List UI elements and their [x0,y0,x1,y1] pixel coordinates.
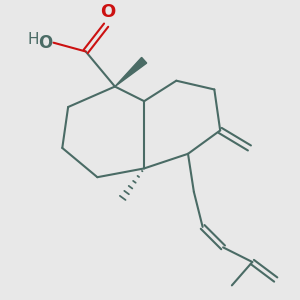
Text: O: O [38,34,52,52]
Text: H: H [27,32,39,47]
Polygon shape [115,57,147,87]
Text: O: O [100,3,115,21]
